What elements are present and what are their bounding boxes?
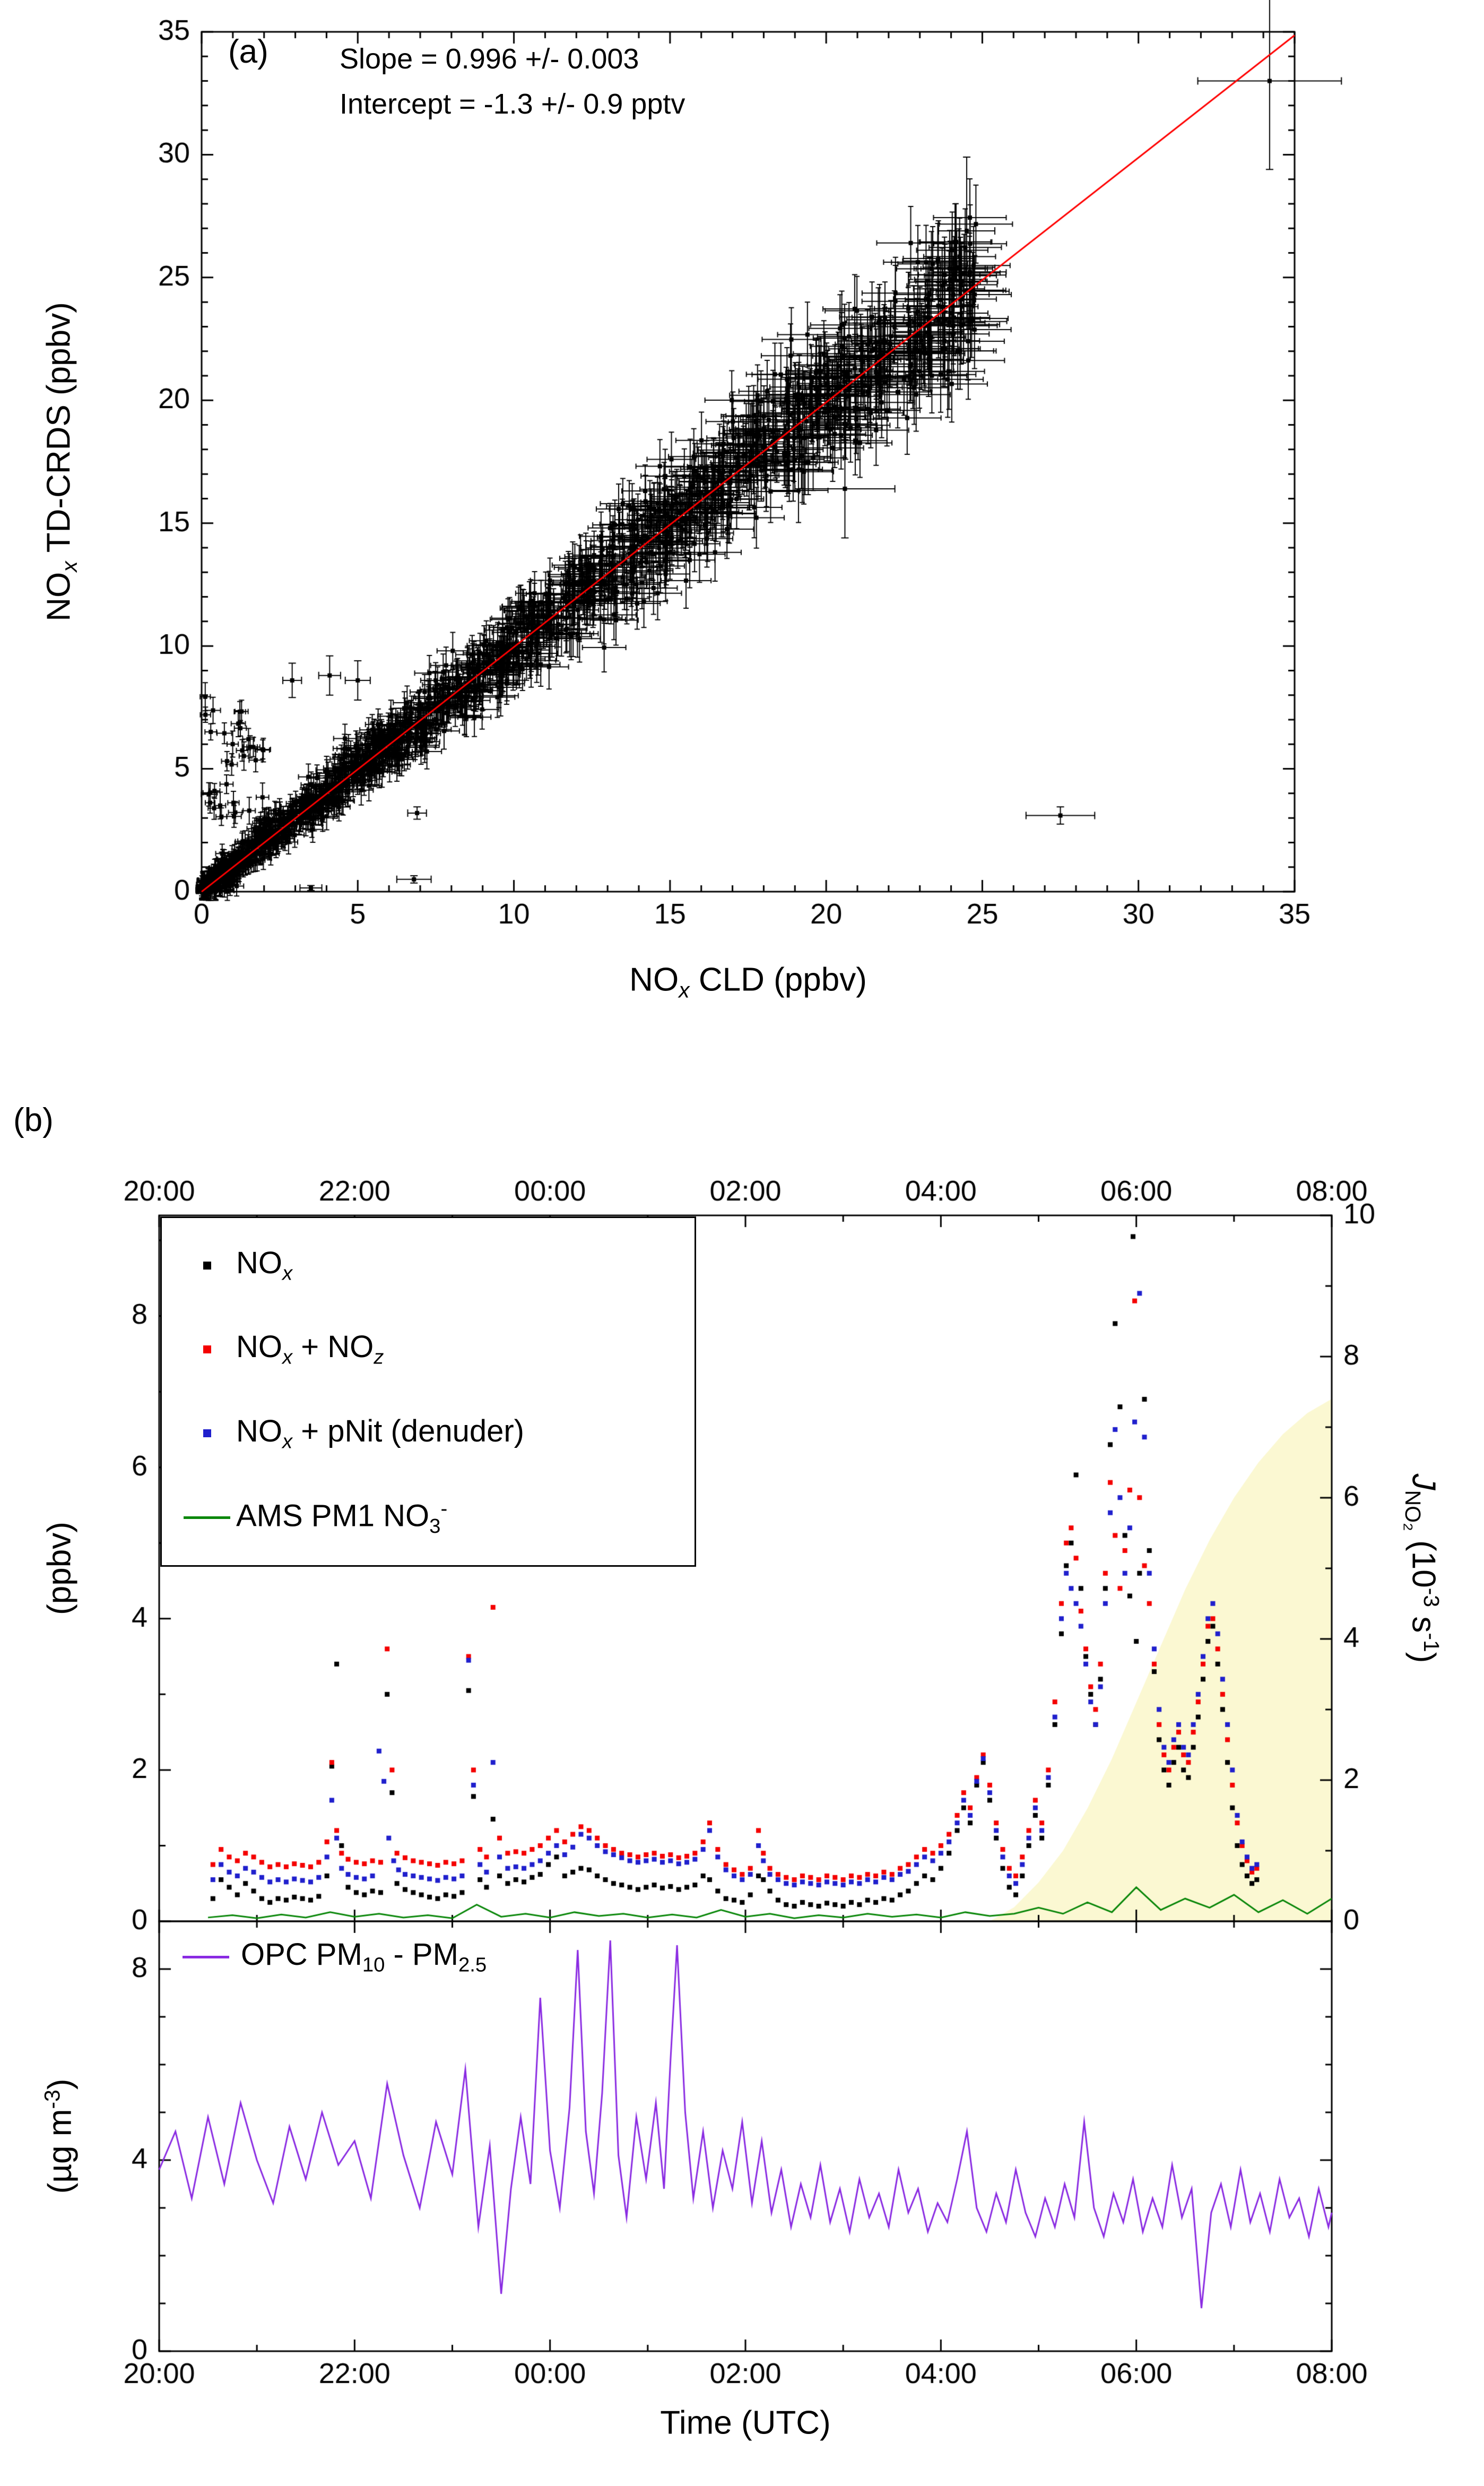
legend-label: OPC PM10 - PM2.5: [241, 1937, 487, 1976]
legend-label: NOx + NOz: [236, 1330, 384, 1369]
panel-b-bottom-yaxis-title: (µg m-3): [40, 2078, 79, 2194]
panel-a-yaxis-title: NOx TD-CRDS (ppbv): [40, 302, 82, 622]
legend-label: NOx + pNit (denuder): [236, 1413, 524, 1453]
time-axis-title: Time (UTC): [660, 2404, 831, 2441]
legend-label: AMS PM1 NO3-: [236, 1497, 448, 1538]
panel-a-xaxis-title: NOx CLD (ppbv): [629, 961, 867, 1003]
legend-line-swatch: [178, 1516, 236, 1519]
fit-slope-annotation: Slope = 0.996 +/- 0.003: [340, 43, 639, 75]
legend-item: NOx + NOz: [162, 1329, 695, 1369]
legend-square-marker: [178, 1261, 236, 1270]
panel-b-left-axis-title: (ppbv): [41, 1522, 78, 1615]
legend-square-marker: [178, 1429, 236, 1437]
panel-a-tag: (a): [228, 33, 268, 70]
panel-b-right-axis-title: JNO₂ (10-3 s-1): [1400, 1473, 1444, 1663]
legend: NOx NOx + NOz NOx + pNit (denuder) AMS PM1 …: [160, 1216, 696, 1567]
legend-label: NOx: [236, 1246, 293, 1285]
legend-opc: OPC PM10 - PM2.5: [175, 1933, 494, 1981]
fit-intercept-annotation: Intercept = -1.3 +/- 0.9 pptv: [340, 88, 685, 120]
legend-item: AMS PM1 NO3-: [162, 1497, 695, 1538]
legend-line-swatch: [183, 1955, 229, 1958]
panel-a-scatter-plot: [0, 0, 1484, 1051]
legend-square-marker: [178, 1345, 236, 1353]
legend-item: NOx + pNit (denuder): [162, 1413, 695, 1454]
legend-item: NOx: [162, 1245, 695, 1285]
panel-b-tag: (b): [13, 1102, 54, 1138]
